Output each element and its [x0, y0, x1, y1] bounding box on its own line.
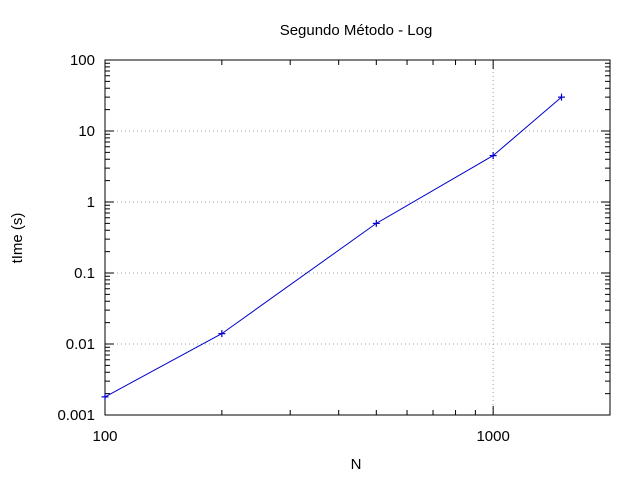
data-point-marker	[218, 330, 226, 338]
y-tick-label: 0.001	[57, 407, 95, 424]
y-tick-label: 1	[87, 194, 95, 211]
x-tick-label: 100	[92, 428, 117, 445]
x-tick-label: 1000	[476, 428, 509, 445]
grid	[105, 60, 610, 415]
data-point-marker	[558, 93, 566, 101]
series-line	[104, 96, 562, 398]
axis-ticks	[104, 59, 610, 416]
data-point-marker	[372, 219, 380, 227]
y-tick-label: 0.1	[74, 265, 95, 282]
plot-frame	[104, 59, 611, 416]
chart-title: Segundo Método - Log	[280, 22, 433, 39]
y-tick-label: 100	[70, 52, 95, 69]
data-point-marker	[101, 393, 109, 401]
data-point-marker	[489, 152, 497, 160]
series	[101, 93, 566, 401]
x-axis-label: N	[351, 456, 362, 473]
tick-labels: 0.001 0.01 0.1 1 10 100 100 1000	[57, 52, 509, 445]
y-tick-label: 10	[78, 123, 95, 140]
y-axis-label: tIme (s)	[9, 213, 26, 264]
y-tick-label: 0.01	[66, 336, 95, 353]
